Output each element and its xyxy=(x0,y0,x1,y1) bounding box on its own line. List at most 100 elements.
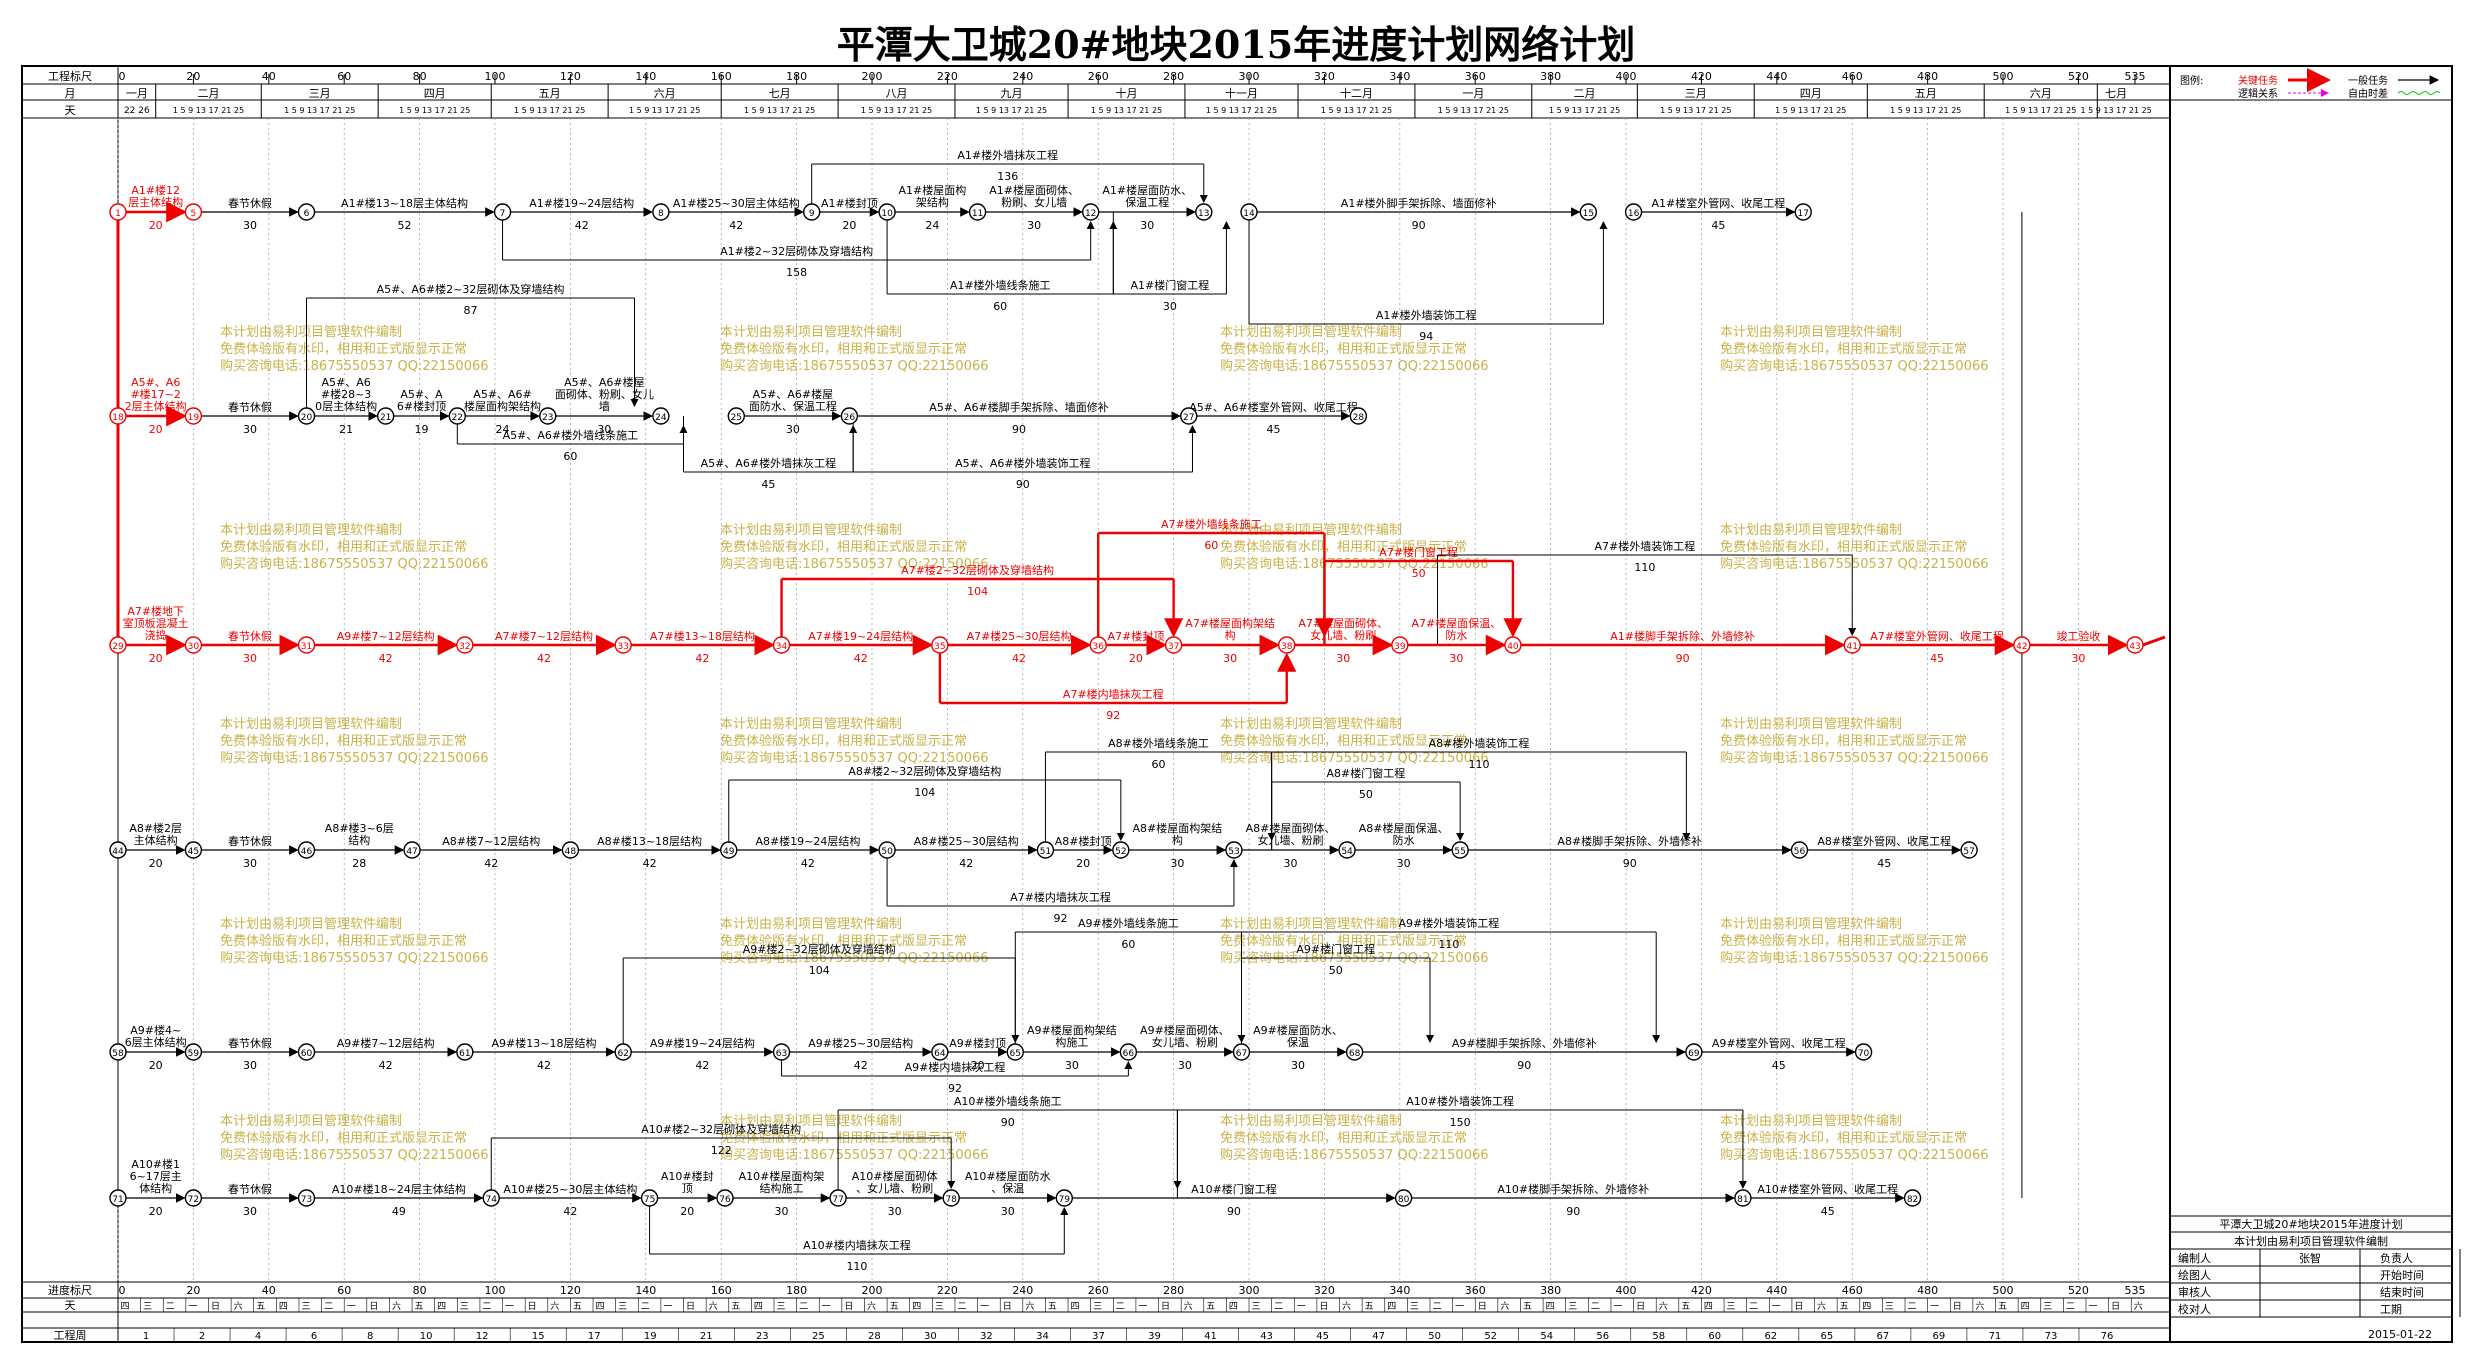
task-duration: 20 xyxy=(149,652,163,665)
task-duration: 90 xyxy=(1676,652,1690,665)
task-label: A5#、A6# xyxy=(473,388,531,401)
watermark-text: 免费体验版有水印，相用和正式版显示正常 xyxy=(720,933,967,949)
event-node xyxy=(1960,841,1978,859)
month-name: 八月 xyxy=(886,87,908,100)
task-label: A7#楼19~24层结构 xyxy=(808,629,913,643)
weekday-label: 二 xyxy=(1432,1302,1441,1312)
watermark-text: 免费体验版有水印，相用和正式版显示正常 xyxy=(1720,341,1967,357)
branch-duration: 122 xyxy=(711,1144,732,1157)
task-label: A7#楼室外管网、收尾工程 xyxy=(1870,629,2004,643)
event-node xyxy=(1112,841,1130,859)
task-duration: 90 xyxy=(1517,1059,1531,1072)
task-label: 0层主体结构 xyxy=(315,399,377,413)
watermark-text: 本计划由易利项目管理软件编制 xyxy=(1720,717,1902,732)
watermark-text: 免费体验版有水印，相用和正式版显示正常 xyxy=(1720,1130,1967,1146)
task-label: 女儿墙、粉刷 xyxy=(1152,1035,1218,1049)
event-node-label: 46 xyxy=(301,847,313,857)
watermark-text: 免费体验版有水印，相用和正式版显示正常 xyxy=(1220,733,1467,749)
weekday-label: 日 xyxy=(1953,1301,1962,1312)
event-node-label: 7 xyxy=(500,209,506,219)
weekday-label: 四 xyxy=(1229,1302,1238,1312)
month-name: 九月 xyxy=(1001,87,1023,100)
task-label: 面砌体、粉刷、女儿 xyxy=(555,387,654,401)
branch-duration: 104 xyxy=(809,964,830,977)
event-node xyxy=(1345,1043,1364,1061)
branch-duration: 50 xyxy=(1412,567,1426,580)
event-node xyxy=(1006,1043,1024,1061)
footer-scale-tick: 520 xyxy=(2068,1284,2089,1297)
branch-duration: 45 xyxy=(761,478,775,491)
info-key: 结束时间 xyxy=(2380,1286,2424,1299)
task-duration: 30 xyxy=(243,423,257,436)
task-label: 春节休假 xyxy=(228,1182,272,1196)
task-duration: 45 xyxy=(1772,1059,1786,1072)
task-duration: 30 xyxy=(243,219,257,232)
task-label: A1#楼外脚手架拆除、墙面修补 xyxy=(1341,196,1497,210)
month-name: 三月 xyxy=(1685,87,1707,100)
footer-scale-tick: 300 xyxy=(1239,1284,1260,1297)
watermark-text: 购买咨询电话:18675550537 QQ:22150066 xyxy=(1720,950,1989,966)
task-duration: 90 xyxy=(1412,219,1426,232)
task-label: A7#楼屋面砌体、 xyxy=(1298,616,1388,630)
branch-label: A5#、A6#楼2~32层砌体及穿墙结构 xyxy=(377,282,565,296)
task-label: 粉刷、女儿墙 xyxy=(1001,195,1067,209)
task-duration: 42 xyxy=(537,652,551,665)
event-node-label: 34 xyxy=(776,642,788,652)
weekday-label: 四 xyxy=(912,1302,921,1312)
weekday-label: 六 xyxy=(392,1300,401,1312)
weekday-label: 四 xyxy=(754,1302,763,1312)
task-label: 面防水、保温工程 xyxy=(749,399,837,413)
weekday-label: 三 xyxy=(935,1302,944,1312)
task-duration: 30 xyxy=(1397,857,1411,870)
event-node xyxy=(772,636,791,654)
weekday-label: 五 xyxy=(1206,1302,1215,1312)
footer-week-label: 工程周 xyxy=(54,1329,87,1342)
task-label: A10#楼屋面构架 xyxy=(739,1169,825,1183)
end-flag xyxy=(2142,635,2166,647)
watermark-text: 免费体验版有水印，相用和正式版显示正常 xyxy=(720,341,967,357)
task-duration: 42 xyxy=(695,1059,709,1072)
event-node xyxy=(1180,407,1198,425)
event-node-label: 82 xyxy=(1907,1195,1918,1205)
month-name: 十二月 xyxy=(1340,86,1373,100)
watermark-text: 本计划由易利项目管理软件编制 xyxy=(1220,1114,1402,1129)
task-duration: 52 xyxy=(398,219,412,232)
event-node-label: 58 xyxy=(112,1049,124,1059)
day-numbers: 1 5 9 13 17 21 25 xyxy=(1206,106,1277,115)
branch-label: A9#楼外墙装饰工程 xyxy=(1398,916,1499,930)
task-label: 6层主体结构 xyxy=(125,1035,187,1049)
watermark-text: 本计划由易利项目管理软件编制 xyxy=(220,917,402,932)
task-label: A8#楼2层 xyxy=(129,821,182,835)
event-node xyxy=(1504,636,1522,654)
watermark-text: 免费体验版有水印，相用和正式版显示正常 xyxy=(1720,733,1967,749)
day-numbers: 1 5 9 13 17 21 25 xyxy=(629,106,700,115)
weekday-label: 三 xyxy=(301,1302,310,1312)
weekday-label: 一 xyxy=(188,1302,197,1312)
watermark-text: 免费体验版有水印，相用和正式版显示正常 xyxy=(720,539,967,555)
task-duration: 20 xyxy=(1129,652,1143,665)
legend-logic-label: 逻辑关系 xyxy=(2238,87,2278,100)
watermark-text: 免费体验版有水印，相用和正式版显示正常 xyxy=(220,1130,467,1146)
task-duration: 20 xyxy=(149,1059,163,1072)
task-label: 防水 xyxy=(1445,628,1467,642)
event-node-label: 17 xyxy=(1798,209,1809,219)
branch-label: A7#楼内墙抹灰工程 xyxy=(1010,890,1111,904)
event-node-label: 40 xyxy=(1507,642,1519,652)
event-node-label: 8 xyxy=(658,209,664,219)
weekday-label: 三 xyxy=(1885,1302,1894,1312)
scale-tick-label: 480 xyxy=(1917,70,1938,83)
week-number: 69 xyxy=(1933,1331,1946,1342)
month-name: 二月 xyxy=(1574,87,1596,100)
event-node xyxy=(482,1189,500,1207)
event-node-label: 48 xyxy=(565,847,577,857)
day-numbers: 1 5 9 13 17 21 25 xyxy=(976,106,1047,115)
week-number: 19 xyxy=(644,1331,657,1342)
task-label: #楼17~2 xyxy=(130,387,180,401)
day-label: 天 xyxy=(65,104,76,117)
week-number: 73 xyxy=(2045,1331,2058,1342)
event-node xyxy=(652,407,670,425)
info-key: 开始时间 xyxy=(2380,1268,2424,1282)
weekday-label: 六 xyxy=(550,1300,559,1312)
branch-duration: 110 xyxy=(1469,758,1490,771)
